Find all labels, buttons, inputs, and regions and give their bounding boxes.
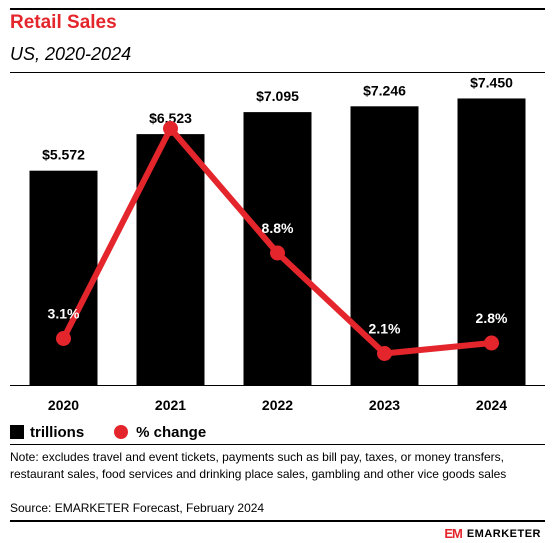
chart-subtitle: US, 2020-2024 <box>10 44 132 64</box>
pct-change-label-2022: 8.8% <box>262 220 294 236</box>
header-rule <box>10 72 545 73</box>
bar-value-label-2023: $7.246 <box>363 82 406 98</box>
legend: trillions % change <box>10 422 206 442</box>
legend-line-label: % change <box>136 423 207 441</box>
bar-value-label-2020: $5.572 <box>42 147 85 163</box>
source-line: Source: EMARKETER Forecast, February 202… <box>10 501 265 515</box>
pct-change-label-2023: 2.1% <box>369 321 401 337</box>
logo-wordmark: EMARKETER <box>466 527 541 540</box>
bar-value-label-2022: $7.095 <box>256 88 299 104</box>
legend-bar-swatch <box>10 425 24 439</box>
x-tick-label-2021: 2021 <box>155 397 186 413</box>
pct-change-point-2020 <box>56 331 71 346</box>
pct-change-point-2021 <box>163 121 178 136</box>
logo-mark: EM <box>444 526 462 541</box>
bar-2023 <box>350 106 419 386</box>
bar-value-label-2024: $7.450 <box>470 74 513 90</box>
retail-sales-chart: $5.572 2020 $6.523 2021 $7.095 2022 $7.246 2023… <box>10 74 545 413</box>
bar-2020 <box>29 170 98 385</box>
bottom-rule <box>10 520 545 522</box>
pct-change-point-2022 <box>270 245 285 261</box>
x-tick-label-2022: 2022 <box>262 397 293 413</box>
top-rule <box>10 8 545 10</box>
x-tick-label-2023: 2023 <box>369 397 400 413</box>
x-tick-label-2024: 2024 <box>476 397 507 413</box>
bar-value-label-2021: $6.523 <box>149 110 192 126</box>
pct-change-label-2020: 3.1% <box>48 306 80 322</box>
chart-title: Retail Sales <box>10 12 117 33</box>
pct-change-point-2024 <box>484 335 499 351</box>
pct-change-label-2024: 2.8% <box>476 310 508 326</box>
legend-line-marker <box>114 425 129 439</box>
emarketer-logo: EM EMARKETER <box>444 526 541 541</box>
pct-change-point-2023 <box>377 346 392 361</box>
footnote: Note: excludes travel and event tickets,… <box>10 450 507 481</box>
legend-bar-label: trillions <box>30 423 85 441</box>
pct-change-label-2021: 17.1% <box>151 96 191 112</box>
x-tick-label-2020: 2020 <box>48 397 79 413</box>
footer-rule <box>10 444 545 445</box>
